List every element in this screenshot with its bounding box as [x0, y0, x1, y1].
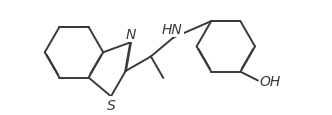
Text: S: S — [107, 98, 116, 112]
Text: HN: HN — [161, 23, 182, 37]
Text: N: N — [126, 28, 136, 41]
Text: OH: OH — [259, 74, 281, 88]
